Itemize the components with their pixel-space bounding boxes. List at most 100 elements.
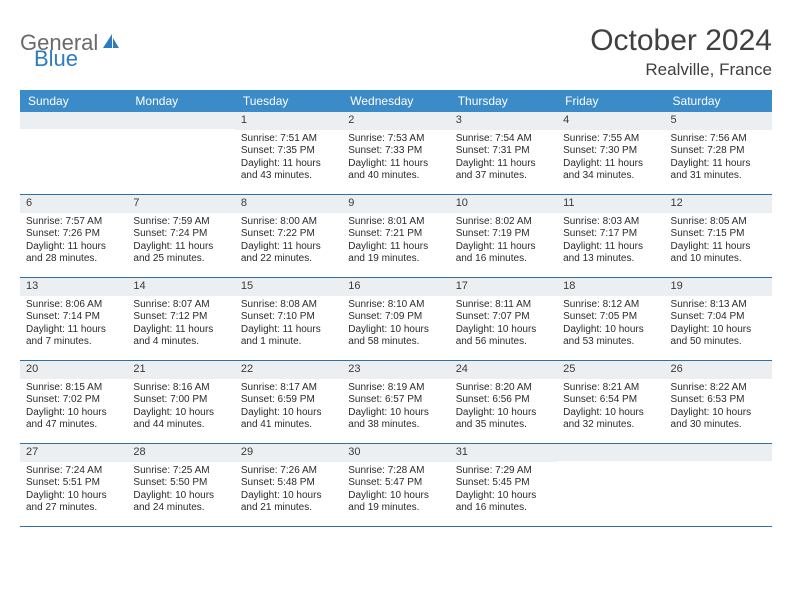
sunset-line: Sunset: 7:12 PM [133,311,228,324]
sunset-line: Sunset: 5:45 PM [456,477,551,490]
sunrise-line: Sunrise: 8:03 AM [563,216,658,229]
day-cell: 20Sunrise: 8:15 AMSunset: 7:02 PMDayligh… [20,361,127,443]
day-number: 18 [557,278,664,296]
sunset-line: Sunset: 7:31 PM [456,145,551,158]
dow-wednesday: Wednesday [342,90,449,112]
calendar-page: General October 2024 Realville, France S… [0,0,792,537]
calendar: SundayMondayTuesdayWednesdayThursdayFrid… [20,90,772,527]
sunset-line: Sunset: 5:48 PM [241,477,336,490]
day-number [557,444,664,461]
day-number: 2 [342,112,449,130]
daylight-line: Daylight: 11 hours and 43 minutes. [241,158,336,183]
sunset-line: Sunset: 7:33 PM [348,145,443,158]
daylight-line: Daylight: 10 hours and 27 minutes. [26,490,121,515]
calendar-week: 27Sunrise: 7:24 AMSunset: 5:51 PMDayligh… [20,444,772,527]
day-number: 22 [235,361,342,379]
day-body: Sunrise: 7:53 AMSunset: 7:33 PMDaylight:… [342,130,449,187]
day-number: 12 [665,195,772,213]
sunrise-line: Sunrise: 8:07 AM [133,299,228,312]
logo-text-blue: Blue [34,46,78,71]
daylight-line: Daylight: 10 hours and 30 minutes. [671,407,766,432]
calendar-week: 1Sunrise: 7:51 AMSunset: 7:35 PMDaylight… [20,112,772,195]
day-cell: 27Sunrise: 7:24 AMSunset: 5:51 PMDayligh… [20,444,127,526]
day-cell: 30Sunrise: 7:28 AMSunset: 5:47 PMDayligh… [342,444,449,526]
sunset-line: Sunset: 7:14 PM [26,311,121,324]
day-body: Sunrise: 8:21 AMSunset: 6:54 PMDaylight:… [557,379,664,436]
daylight-line: Daylight: 10 hours and 38 minutes. [348,407,443,432]
sunset-line: Sunset: 6:56 PM [456,394,551,407]
day-number: 14 [127,278,234,296]
day-cell: 22Sunrise: 8:17 AMSunset: 6:59 PMDayligh… [235,361,342,443]
dow-row: SundayMondayTuesdayWednesdayThursdayFrid… [20,90,772,112]
sunrise-line: Sunrise: 8:08 AM [241,299,336,312]
weeks-container: 1Sunrise: 7:51 AMSunset: 7:35 PMDaylight… [20,112,772,527]
day-cell: 19Sunrise: 8:13 AMSunset: 7:04 PMDayligh… [665,278,772,360]
sunrise-line: Sunrise: 8:00 AM [241,216,336,229]
day-number: 29 [235,444,342,462]
daylight-line: Daylight: 10 hours and 53 minutes. [563,324,658,349]
day-body: Sunrise: 8:17 AMSunset: 6:59 PMDaylight:… [235,379,342,436]
sunset-line: Sunset: 7:30 PM [563,145,658,158]
daylight-line: Daylight: 10 hours and 35 minutes. [456,407,551,432]
sunrise-line: Sunrise: 7:24 AM [26,465,121,478]
dow-monday: Monday [127,90,234,112]
daylight-line: Daylight: 11 hours and 16 minutes. [456,241,551,266]
day-number: 27 [20,444,127,462]
day-body: Sunrise: 8:05 AMSunset: 7:15 PMDaylight:… [665,213,772,270]
dow-thursday: Thursday [450,90,557,112]
sunset-line: Sunset: 7:22 PM [241,228,336,241]
day-body: Sunrise: 7:28 AMSunset: 5:47 PMDaylight:… [342,462,449,519]
sunset-line: Sunset: 7:35 PM [241,145,336,158]
day-number: 3 [450,112,557,130]
day-body: Sunrise: 8:02 AMSunset: 7:19 PMDaylight:… [450,213,557,270]
day-number: 20 [20,361,127,379]
sunset-line: Sunset: 7:05 PM [563,311,658,324]
sunrise-line: Sunrise: 7:29 AM [456,465,551,478]
calendar-week: 13Sunrise: 8:06 AMSunset: 7:14 PMDayligh… [20,278,772,361]
day-number: 30 [342,444,449,462]
daylight-line: Daylight: 10 hours and 47 minutes. [26,407,121,432]
daylight-line: Daylight: 11 hours and 34 minutes. [563,158,658,183]
day-number: 10 [450,195,557,213]
sunrise-line: Sunrise: 7:25 AM [133,465,228,478]
day-body: Sunrise: 7:24 AMSunset: 5:51 PMDaylight:… [20,462,127,519]
day-body: Sunrise: 8:00 AMSunset: 7:22 PMDaylight:… [235,213,342,270]
sunset-line: Sunset: 7:24 PM [133,228,228,241]
day-number: 21 [127,361,234,379]
sunset-line: Sunset: 7:19 PM [456,228,551,241]
day-body: Sunrise: 7:57 AMSunset: 7:26 PMDaylight:… [20,213,127,270]
day-cell: 8Sunrise: 8:00 AMSunset: 7:22 PMDaylight… [235,195,342,277]
day-cell: 9Sunrise: 8:01 AMSunset: 7:21 PMDaylight… [342,195,449,277]
day-cell: 3Sunrise: 7:54 AMSunset: 7:31 PMDaylight… [450,112,557,194]
day-number: 23 [342,361,449,379]
daylight-line: Daylight: 11 hours and 37 minutes. [456,158,551,183]
sunset-line: Sunset: 7:04 PM [671,311,766,324]
day-number: 16 [342,278,449,296]
day-cell: 13Sunrise: 8:06 AMSunset: 7:14 PMDayligh… [20,278,127,360]
calendar-week: 20Sunrise: 8:15 AMSunset: 7:02 PMDayligh… [20,361,772,444]
day-number: 28 [127,444,234,462]
sunrise-line: Sunrise: 8:19 AM [348,382,443,395]
day-cell: 1Sunrise: 7:51 AMSunset: 7:35 PMDaylight… [235,112,342,194]
day-body: Sunrise: 8:11 AMSunset: 7:07 PMDaylight:… [450,296,557,353]
day-body: Sunrise: 7:59 AMSunset: 7:24 PMDaylight:… [127,213,234,270]
sunrise-line: Sunrise: 7:59 AM [133,216,228,229]
day-body: Sunrise: 7:56 AMSunset: 7:28 PMDaylight:… [665,130,772,187]
day-body: Sunrise: 8:16 AMSunset: 7:00 PMDaylight:… [127,379,234,436]
daylight-line: Daylight: 11 hours and 19 minutes. [348,241,443,266]
day-cell: 18Sunrise: 8:12 AMSunset: 7:05 PMDayligh… [557,278,664,360]
day-number: 9 [342,195,449,213]
day-body: Sunrise: 8:19 AMSunset: 6:57 PMDaylight:… [342,379,449,436]
sunrise-line: Sunrise: 8:13 AM [671,299,766,312]
day-cell: 6Sunrise: 7:57 AMSunset: 7:26 PMDaylight… [20,195,127,277]
logo-sail-icon [102,32,120,55]
daylight-line: Daylight: 11 hours and 7 minutes. [26,324,121,349]
day-cell: 25Sunrise: 8:21 AMSunset: 6:54 PMDayligh… [557,361,664,443]
day-body: Sunrise: 8:10 AMSunset: 7:09 PMDaylight:… [342,296,449,353]
day-number: 6 [20,195,127,213]
day-body: Sunrise: 7:26 AMSunset: 5:48 PMDaylight:… [235,462,342,519]
day-cell: 17Sunrise: 8:11 AMSunset: 7:07 PMDayligh… [450,278,557,360]
sunrise-line: Sunrise: 8:20 AM [456,382,551,395]
day-number: 5 [665,112,772,130]
sunset-line: Sunset: 6:54 PM [563,394,658,407]
